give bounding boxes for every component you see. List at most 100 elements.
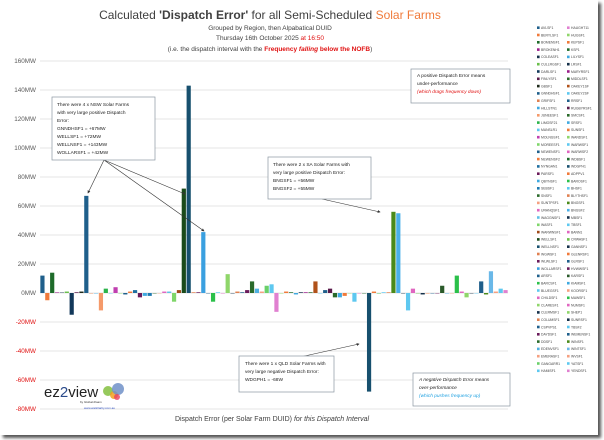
legend-item: CHILDSF1 [537, 296, 558, 300]
legend-swatch [537, 303, 540, 307]
legend-label: HAUGHT11 [571, 26, 589, 30]
legend-swatch [537, 99, 540, 102]
legend-label: DDSF1 [541, 340, 552, 344]
legend-swatch [537, 92, 540, 95]
legend-swatch [567, 62, 570, 66]
legend-item: KOORSF1 [567, 289, 587, 293]
legend-swatch [567, 260, 570, 263]
logo-url: www.wattclarity.com.au [84, 406, 115, 410]
legend-item: BARCSF1 [537, 282, 557, 286]
legend-swatch [567, 238, 570, 241]
legend-swatch [567, 311, 570, 314]
subtitle-time: at 16:50 [301, 35, 325, 42]
subtitle-frequency: Frequency [264, 46, 299, 53]
legend-label: NEWENSF2 [541, 157, 560, 161]
bar-barcsf1 [210, 293, 216, 302]
legend-item: DAYDSF1 [537, 333, 557, 337]
arrow-wollarsf1 [103, 159, 205, 232]
legend-label: NUMSF1 [571, 303, 585, 307]
legend-swatch [567, 41, 570, 44]
legend-item: GANNSF1 [567, 245, 587, 249]
y-tick-label: 100MW [14, 145, 36, 152]
legend-item: OAKEY2SF [567, 92, 589, 96]
legend: AVLSF1 BERYLSF1 BOMENSF1 BROKENH1 COLEASF1 CU… [537, 26, 592, 373]
bar-yatsf1 [498, 288, 503, 293]
legend-swatch [537, 48, 540, 51]
legend-item: WLWLSF1 [537, 260, 557, 264]
legend-label: COLEASF1 [541, 55, 559, 59]
title-mid: for all Semi-Scheduled [248, 8, 375, 22]
legend-label: MARYRSF1 [571, 70, 590, 74]
legend-label: WINTSF1 [571, 347, 586, 351]
annotation-nsw: There were 4 x NSW Solar Farms with very … [51, 96, 156, 161]
legend-label: HVWWSF1 [571, 267, 588, 271]
bar-avlsf1 [40, 275, 45, 293]
legend-label: MIDDLSF1 [571, 77, 588, 81]
legend-item: NEWENSF1 [537, 150, 560, 154]
legend-item: WARWSF1 [567, 143, 588, 147]
ez2view-logo: ez2view by Global-Roam www.wattclarity.c… [44, 383, 124, 410]
legend-item: TBSF1 [567, 223, 582, 227]
legend-swatch [567, 179, 570, 183]
legend-swatch [567, 296, 570, 300]
legend-label: YENDSF1 [571, 369, 587, 373]
legend-item: LILYSF1 [567, 55, 584, 59]
subtitle-falling: falling [299, 46, 318, 53]
legend-item: WDBSF1 [567, 157, 585, 161]
legend-swatch [537, 62, 540, 66]
annotation-line: There were 1 x QLD Solar Farms with [245, 361, 326, 367]
bar-gangarr1 [264, 285, 269, 293]
legend-item: LIMOSF21 [537, 121, 558, 125]
legend-label: HAMISF1 [541, 369, 556, 373]
bar-winsf1 [483, 293, 489, 295]
legend-item: GANGARR1 [537, 362, 560, 366]
bar-rugbyrsf1 [327, 288, 333, 293]
legend-item: DDSF1 [537, 340, 552, 344]
legend-swatch [537, 70, 540, 73]
legend-item: KIAMSF1 [567, 282, 586, 286]
title-bold: 'Dispatch Error' [159, 8, 248, 22]
legend-swatch [537, 311, 540, 314]
legend-item: KEPSF1 [567, 41, 584, 45]
bar-molngsf1 [113, 287, 118, 293]
annotation-line: with very large positive Dispatch [57, 110, 126, 116]
bar-ksp1 [288, 292, 294, 293]
y-tick-label: -80MW [16, 406, 36, 413]
legend-item: WOLLARSF1 [537, 267, 562, 271]
legend-swatch [567, 340, 570, 343]
y-tick-label: 80MW [18, 174, 36, 181]
legend-swatch [567, 208, 570, 212]
legend-label: BROKENH1 [541, 48, 560, 52]
legend-item: WDGPH1 [567, 165, 586, 169]
bar-cspvps1 [240, 292, 245, 293]
legend-swatch [567, 33, 570, 37]
legend-swatch [567, 303, 570, 307]
legend-item: SNSF1 [537, 194, 552, 198]
annotation-line: under-performance [417, 81, 458, 87]
bar-wemensf1 [479, 281, 484, 293]
annotation-line: WELLSF1 = +72MW [57, 134, 101, 140]
legend-item: GBSF1 [537, 84, 552, 88]
logo-2: 2 [60, 384, 68, 401]
legend-item: RUGBYRSF1 [567, 106, 592, 110]
bar-parsf1 [137, 293, 143, 298]
legend-label: NEWENSF1 [541, 150, 560, 154]
legend-item: BNGSF1 [567, 201, 585, 205]
legend-label: MOLNGSF1 [541, 136, 560, 140]
y-tick-label: 40MW [18, 232, 36, 239]
annotation-line: BNGSF1 = +56MW [273, 178, 315, 184]
legend-swatch [537, 318, 540, 321]
legend-label: LILYSF1 [571, 55, 584, 59]
legend-item: BHSF1 [567, 187, 582, 191]
legend-label: PARSF1 [541, 172, 554, 176]
legend-item: MBSF1 [567, 216, 582, 220]
legend-item: WAGGNSF1 [537, 216, 560, 220]
legend-swatch [567, 369, 570, 373]
legend-item: EDENVSF1 [537, 347, 559, 351]
legend-swatch [537, 260, 540, 263]
legend-item: MOREESF1 [537, 143, 560, 147]
bar-yendsf1 [503, 290, 508, 293]
legend-item: ARSF1 [537, 274, 552, 278]
legend-label: SUNTPSF1 [541, 201, 559, 205]
legend-swatch [537, 340, 540, 343]
